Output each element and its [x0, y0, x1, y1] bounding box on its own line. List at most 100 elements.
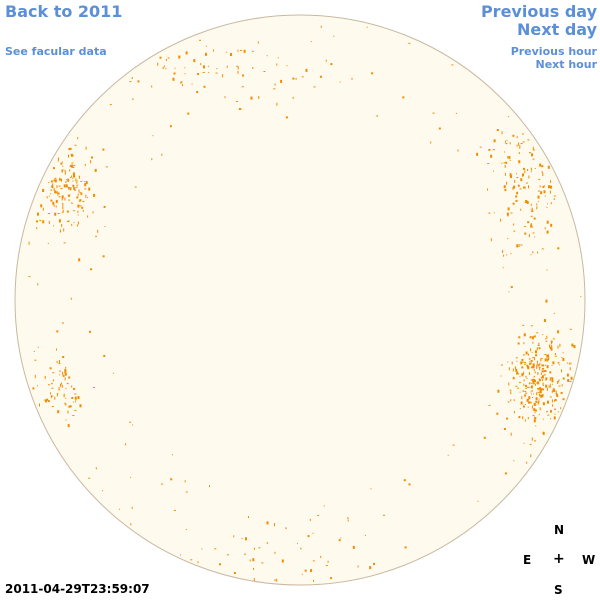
facula-point [561, 384, 563, 387]
previous-hour-link[interactable]: Previous hour [510, 45, 597, 58]
see-facular-data-link[interactable]: See facular data [5, 45, 107, 58]
facula-point [37, 283, 39, 286]
facula-point [543, 370, 545, 372]
facula-point [488, 212, 491, 214]
facula-point [546, 358, 549, 361]
facula-point [61, 212, 63, 214]
facula-point [553, 390, 555, 392]
facula-point [531, 210, 534, 213]
facula-point [70, 297, 72, 300]
facula-point [544, 185, 546, 187]
facula-point [338, 539, 341, 542]
facula-point [340, 537, 342, 539]
back-to-year-link[interactable]: Back to 2011 [5, 2, 123, 21]
facula-point [556, 394, 559, 397]
facula-point [151, 85, 153, 88]
facula-point [50, 180, 53, 183]
facula-point [180, 554, 181, 556]
facula-point [185, 491, 188, 493]
facula-point [513, 223, 515, 226]
facula-point [542, 382, 544, 386]
facula-point [518, 416, 521, 419]
facula-point [536, 366, 538, 369]
facula-point [552, 388, 555, 392]
facula-point [64, 369, 67, 373]
facula-point [551, 341, 553, 345]
facula-point [506, 212, 509, 216]
facula-point [54, 190, 57, 194]
facula-point [539, 368, 541, 371]
facula-point [403, 479, 406, 482]
facula-point [545, 299, 548, 303]
facula-point [505, 143, 508, 145]
facula-point [523, 353, 525, 356]
facula-point [266, 521, 269, 525]
facula-point [102, 490, 104, 492]
facula-point [535, 397, 538, 401]
facula-point [292, 96, 294, 99]
facula-point [74, 189, 77, 191]
facula-point [74, 187, 76, 190]
facula-point [515, 368, 518, 372]
facula-point [65, 179, 67, 181]
facula-point [554, 413, 556, 415]
facula-point [203, 65, 205, 69]
facula-point [78, 175, 80, 179]
facula-point [34, 374, 36, 378]
facula-point [542, 375, 544, 379]
facula-point [52, 201, 55, 205]
facula-point [529, 443, 532, 445]
facula-point [82, 201, 85, 202]
facula-point [178, 55, 181, 59]
facula-point [542, 431, 544, 434]
facula-point [251, 50, 254, 52]
facula-point [515, 357, 518, 359]
facula-point [518, 152, 520, 155]
facula-point [516, 360, 518, 362]
facula-point [60, 188, 63, 189]
facula-point [236, 101, 239, 102]
next-hour-link[interactable]: Next hour [535, 58, 598, 71]
facula-point [295, 77, 297, 80]
facula-point [549, 190, 551, 194]
facula-point [506, 254, 508, 256]
facula-point [237, 70, 239, 74]
facula-point [68, 154, 69, 158]
facula-point [541, 248, 544, 250]
facula-point [504, 172, 506, 176]
facula-point [60, 382, 62, 385]
facula-point [545, 340, 548, 342]
facula-point [258, 96, 260, 99]
facula-point [539, 379, 542, 382]
facula-point [560, 392, 563, 394]
compass-east-label: E [523, 553, 532, 567]
facula-point [509, 389, 512, 391]
facula-point [528, 372, 530, 375]
facula-point [104, 226, 106, 228]
facula-point [506, 417, 509, 420]
facula-point [75, 400, 77, 403]
facula-point [560, 407, 562, 410]
facula-point [534, 236, 536, 238]
facula-point [309, 518, 311, 521]
facula-point [71, 162, 74, 164]
facula-point [249, 559, 251, 562]
compass-center-icon: + [553, 551, 565, 567]
facula-point [72, 401, 74, 403]
facula-point [312, 560, 315, 562]
facula-point [507, 361, 509, 363]
facula-point [544, 364, 546, 366]
previous-day-link[interactable]: Previous day [480, 2, 597, 21]
facula-point [512, 202, 515, 205]
facula-point [529, 386, 531, 388]
facula-point [84, 163, 86, 166]
facula-point [72, 180, 74, 182]
facula-point [184, 73, 186, 75]
facula-point [521, 373, 524, 377]
facula-point [533, 376, 535, 378]
facula-point [64, 402, 67, 404]
facula-point [528, 382, 530, 385]
next-day-link[interactable]: Next day [517, 20, 597, 39]
facula-point [58, 196, 61, 198]
